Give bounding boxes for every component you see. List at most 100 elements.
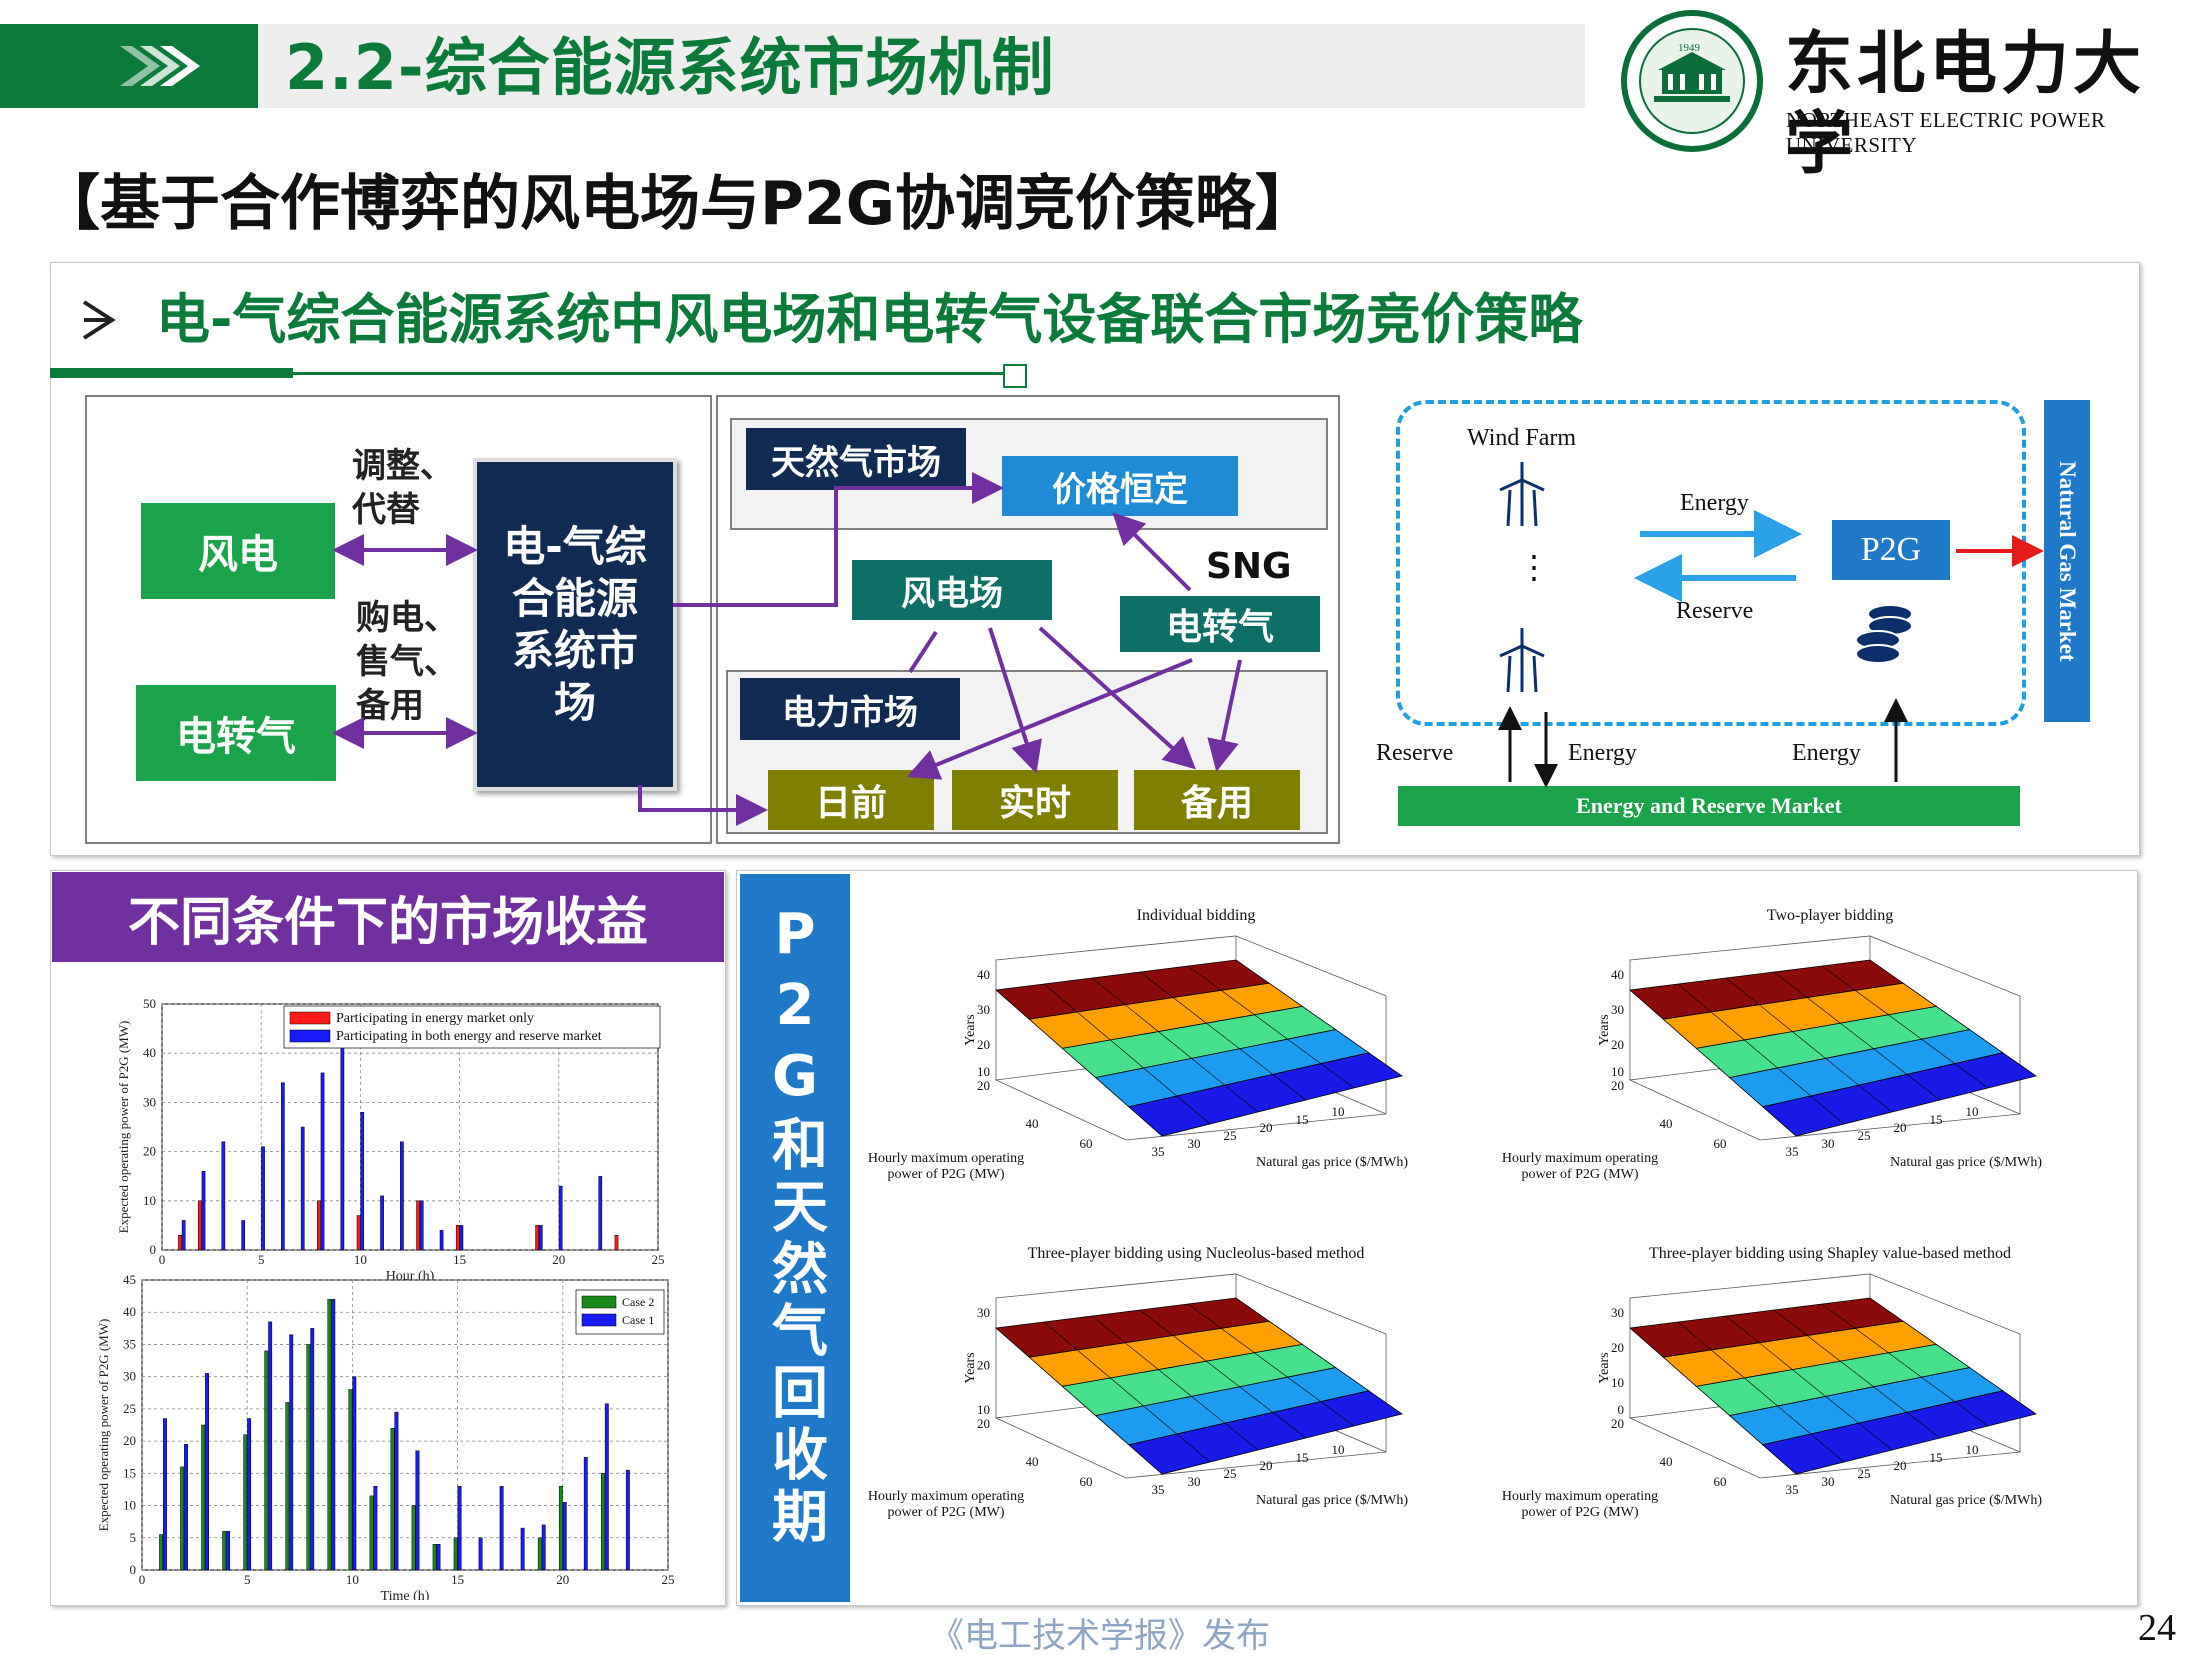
label-adjust-line2: 代替 xyxy=(352,490,420,530)
y-tick-label: 10 xyxy=(123,1498,136,1513)
bar xyxy=(457,1485,462,1571)
z-tick-label: 40 xyxy=(977,967,990,982)
bar xyxy=(285,1402,290,1571)
x-tick-label: 30 xyxy=(1822,1474,1835,1489)
z-tick-label: 10 xyxy=(977,1064,990,1079)
surface-mesh-line xyxy=(1821,1303,1856,1329)
z-tick-label: 20 xyxy=(977,1358,990,1373)
bar xyxy=(604,1403,609,1571)
x-tick-label: 20 xyxy=(552,1252,565,1267)
z-tick-label: 30 xyxy=(1611,1305,1624,1320)
surface-mesh-line xyxy=(1954,1063,1989,1089)
bar xyxy=(390,1427,395,1571)
y-tick-label: 45 xyxy=(123,1272,136,1287)
surface-mesh-line xyxy=(1110,1039,1144,1069)
core-line4: 场 xyxy=(553,677,596,727)
z-axis-label: Years xyxy=(1597,1352,1612,1383)
surface-mesh-line xyxy=(1173,997,1207,1024)
z-axis-label: Years xyxy=(963,1352,978,1383)
sng-label: SNG xyxy=(1206,546,1292,587)
bar xyxy=(264,1350,269,1571)
x-tick-label: 10 xyxy=(1332,1442,1345,1457)
x-tick-label: 25 xyxy=(1858,1466,1871,1481)
y-axis-label-line2: power of P2G (MW) xyxy=(887,1167,1004,1182)
surface-mesh-line xyxy=(1191,1396,1225,1424)
y-tick-label: 40 xyxy=(123,1304,136,1319)
y-axis-label-line2: power of P2G (MW) xyxy=(1521,1167,1638,1182)
y-tick-label: 30 xyxy=(143,1094,156,1109)
y-axis-label-line2: power of P2G (MW) xyxy=(887,1505,1004,1520)
label-adjust-line1: 调整、 xyxy=(352,446,454,486)
surface-mesh-line xyxy=(1043,1321,1078,1351)
surface-mesh-line xyxy=(1206,1360,1240,1388)
left-diagram-frame xyxy=(85,395,712,844)
surface-mesh-line xyxy=(1239,1386,1273,1413)
surface-mesh-line xyxy=(1254,1014,1288,1040)
legend-swatch xyxy=(289,1029,331,1043)
x-axis-label: Natural gas price ($/MWh) xyxy=(1256,1155,1408,1170)
surface-mesh-line xyxy=(1825,1058,1859,1086)
surface-title: Three-player bidding using Shapley value… xyxy=(1649,1245,2011,1262)
x-tick-label: 10 xyxy=(354,1252,367,1267)
surface-mesh-line xyxy=(1206,1022,1240,1050)
surface-mesh-line xyxy=(1759,1004,1793,1032)
surface-mesh-line xyxy=(1773,971,1808,998)
mid-diagram-frame xyxy=(716,395,1340,844)
bar xyxy=(356,1215,361,1251)
y-axis-label: Expected operating power of P2G (MW) xyxy=(96,1319,111,1532)
wind-turbine-icon-top xyxy=(1499,462,1545,527)
rd-bottom-energy2-label: Energy xyxy=(1792,740,1861,766)
rd-bottom-reserve-label: Reserve xyxy=(1376,740,1454,766)
surface-mesh-line xyxy=(1287,1038,1321,1064)
bar xyxy=(432,1543,437,1571)
y-axis-label-line1: Hourly maximum operating xyxy=(1502,1489,1658,1504)
wind-turbine-icon-bottom xyxy=(1499,628,1545,693)
bar xyxy=(226,1531,231,1571)
reserve-box: 备用 xyxy=(1134,770,1300,830)
surface-mesh-line xyxy=(1191,1058,1225,1086)
surface-mesh-line xyxy=(1921,1376,1955,1402)
surface-mesh-line xyxy=(1125,1004,1159,1032)
x-tick-label: 25 xyxy=(1858,1128,1871,1143)
bar xyxy=(614,1234,619,1251)
wind-power-box: 风电 xyxy=(141,503,335,599)
bar xyxy=(201,1424,206,1571)
natural-gas-market-label: Natural Gas Market xyxy=(2055,460,2080,662)
heading-underline-end-square xyxy=(1003,364,1027,388)
y-axis-label-line1: Hourly maximum operating xyxy=(868,1151,1024,1166)
rd-wind-farm-label: Wind Farm xyxy=(1467,425,1577,451)
bar xyxy=(281,1082,285,1251)
x-tick-label: 15 xyxy=(453,1252,466,1267)
x-tick-label: 30 xyxy=(1188,1474,1201,1489)
natural-gas-market-bar: Natural Gas Market xyxy=(2044,400,2090,722)
surface-mesh-line xyxy=(1840,1360,1874,1388)
title-arrow-block xyxy=(0,24,258,108)
label-trade-line2: 售气、 xyxy=(356,642,458,682)
surface-mesh-line xyxy=(1873,1386,1907,1413)
slide-subtitle: 【基于合作博弈的风电场与P2G协调竞价策略】 xyxy=(40,169,1315,239)
x-tick-label: 25 xyxy=(662,1572,675,1587)
bar xyxy=(306,1344,311,1571)
bar xyxy=(541,1524,546,1571)
surface-chart-individual: Individual biddinggrid-linegrid-linegrid… xyxy=(868,907,1408,1182)
x-tick-label: 5 xyxy=(244,1572,251,1587)
surface-mesh-line xyxy=(1176,1433,1211,1463)
surface-mesh-line xyxy=(1711,1349,1745,1379)
bar xyxy=(535,1225,539,1251)
surface-title: Individual bidding xyxy=(1137,907,1256,924)
surface-mesh-line xyxy=(1176,1095,1211,1125)
x-tick-label: 20 xyxy=(1260,1458,1273,1473)
university-name-en: NORTHEAST ELECTRIC POWER UNIVERSITY xyxy=(1786,108,2106,157)
bar xyxy=(625,1469,630,1571)
surface-mesh-line xyxy=(1221,1328,1255,1354)
x-tick-label: 15 xyxy=(1296,1112,1309,1127)
x-axis-label: Time (h) xyxy=(381,1589,430,1600)
surface-mesh-line xyxy=(1825,1396,1859,1424)
rd-energy-label: Energy xyxy=(1680,490,1749,516)
bar xyxy=(243,1434,248,1571)
surface-mesh-line xyxy=(1125,1342,1159,1370)
z-tick-label: 30 xyxy=(977,1002,990,1017)
surface-mesh-line xyxy=(1744,1039,1778,1069)
core-line2: 合能源 xyxy=(511,573,638,623)
legend-swatch xyxy=(581,1295,617,1309)
